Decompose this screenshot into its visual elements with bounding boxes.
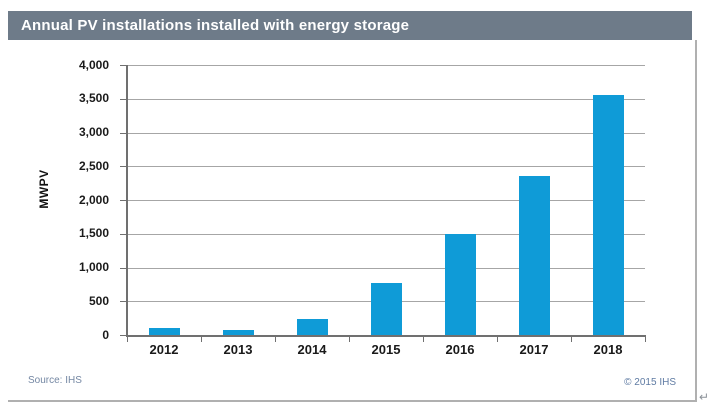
x-tick-label-2016: 2016	[445, 342, 475, 357]
source-note: Source: IHS	[28, 375, 82, 386]
gridline-1500	[127, 233, 645, 235]
y-tick-label-4000: 4,000	[78, 57, 109, 72]
y-tick-label-2000: 2,000	[78, 192, 109, 207]
bar-2015	[370, 282, 402, 335]
y-tick-1000	[120, 267, 126, 269]
bar-2018	[592, 94, 624, 335]
y-tick-2000	[120, 200, 126, 201]
y-tick-2500	[120, 166, 126, 168]
chart-title: Annual PV installations installed with e…	[21, 17, 410, 34]
gridline-3500	[127, 98, 645, 100]
x-tick-3	[349, 337, 350, 342]
bar-2013	[222, 329, 254, 335]
x-tick-4	[423, 337, 424, 342]
y-tick-3000	[120, 132, 126, 134]
x-tick-label-2018: 2018	[593, 342, 623, 357]
chart-frame-border	[8, 40, 697, 402]
x-tick-label-2014: 2014	[297, 342, 327, 357]
y-tick-label-3000: 3,000	[78, 125, 109, 139]
x-tick-label-2013: 2013	[223, 342, 253, 357]
x-tick-label-2012: 2012	[149, 342, 179, 357]
chart-title-bar: Annual PV installations installed with e…	[8, 11, 692, 40]
paragraph-return-icon: ↵	[699, 390, 710, 404]
x-tick-7	[645, 337, 646, 342]
bar-2014	[296, 319, 328, 335]
y-tick-label-500: 500	[88, 293, 109, 308]
copyright-note: © 2015 IHS	[624, 377, 676, 388]
x-tick-0	[127, 337, 128, 342]
x-tick-1	[201, 337, 202, 342]
bar-2012	[148, 328, 180, 335]
x-tick-5	[497, 337, 498, 342]
y-tick-500	[120, 301, 126, 303]
y-tick-3500	[120, 98, 126, 100]
x-axis-line	[126, 335, 646, 337]
y-tick-label-2500: 2,500	[78, 158, 109, 173]
y-tick-label-3500: 3,500	[78, 91, 109, 106]
bar-2017	[518, 175, 550, 335]
gridline-2500	[127, 166, 645, 168]
y-tick-0	[120, 335, 126, 336]
bar-2016	[444, 234, 476, 335]
x-tick-label-2015: 2015	[371, 342, 401, 357]
x-tick-2	[275, 337, 276, 342]
x-tick-6	[571, 337, 572, 342]
y-tick-4000	[120, 65, 126, 66]
gridline-3000	[127, 132, 645, 134]
y-axis-line	[126, 65, 128, 337]
x-tick-label-2017: 2017	[519, 342, 549, 357]
y-tick-label-0: 0	[102, 327, 109, 342]
y-tick-label-1500: 1,500	[78, 226, 109, 241]
gridline-2000	[127, 200, 645, 201]
plot-area	[127, 65, 645, 335]
gridline-4000	[127, 65, 645, 66]
y-tick-label-1000: 1,000	[78, 260, 109, 274]
gridline-1000	[127, 267, 645, 269]
y-tick-1500	[120, 233, 126, 235]
